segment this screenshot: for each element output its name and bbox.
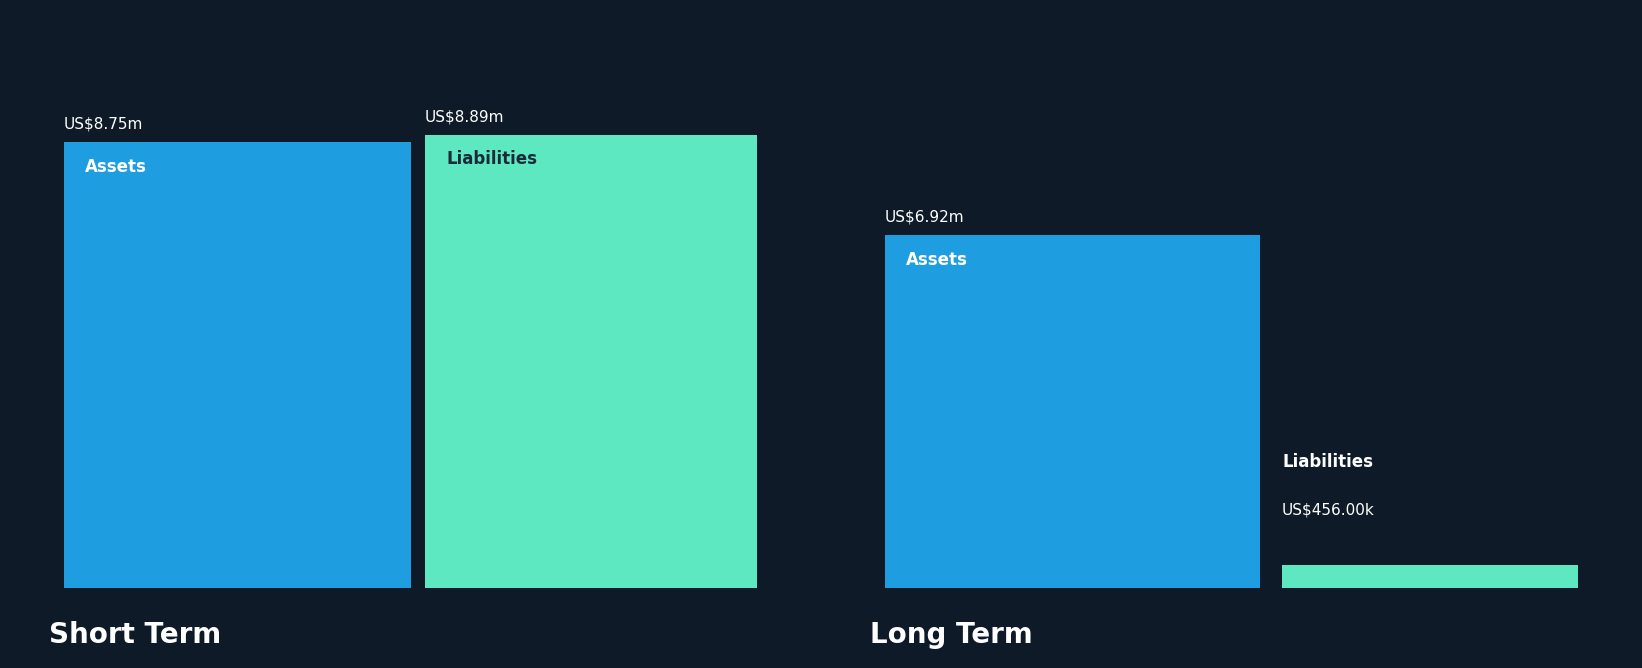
Bar: [1282, 564, 1578, 588]
Bar: [885, 235, 1261, 588]
Text: Assets: Assets: [85, 158, 148, 176]
Text: Long Term: Long Term: [870, 621, 1033, 649]
Bar: [425, 135, 757, 588]
Text: US$8.75m: US$8.75m: [64, 116, 143, 132]
Bar: [64, 142, 410, 588]
Text: Liabilities: Liabilities: [1282, 453, 1373, 471]
Text: US$456.00k: US$456.00k: [1282, 503, 1374, 518]
Text: Liabilities: Liabilities: [447, 150, 537, 168]
Text: US$8.89m: US$8.89m: [425, 110, 504, 124]
Text: US$6.92m: US$6.92m: [885, 210, 964, 224]
Text: Assets: Assets: [906, 250, 969, 269]
Text: Short Term: Short Term: [49, 621, 222, 649]
